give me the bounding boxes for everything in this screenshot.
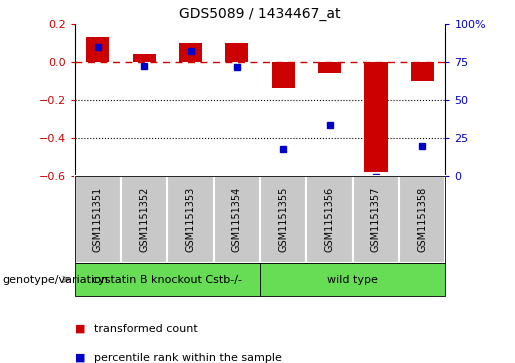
Text: GSM1151358: GSM1151358 [417,187,427,252]
Bar [260,176,306,263]
Bar [306,176,353,263]
Bar [410,62,434,81]
Bar [214,176,260,263]
Title: GDS5089 / 1434467_at: GDS5089 / 1434467_at [179,7,341,21]
Bar [272,62,295,88]
Bar [364,62,387,172]
Bar [179,42,202,62]
Text: GSM1151353: GSM1151353 [185,187,196,252]
Bar [75,263,260,296]
Bar [86,37,109,62]
Text: transformed count: transformed count [94,323,198,334]
Text: genotype/variation: genotype/variation [3,274,109,285]
Bar [75,176,121,263]
Bar [353,176,399,263]
Text: GSM1151354: GSM1151354 [232,187,242,252]
Text: percentile rank within the sample: percentile rank within the sample [94,352,282,363]
Bar [318,62,341,73]
Text: GSM1151357: GSM1151357 [371,187,381,252]
Text: wild type: wild type [328,274,378,285]
Text: GSM1151352: GSM1151352 [139,187,149,252]
Bar [133,54,156,62]
Bar [260,263,445,296]
Bar [399,176,445,263]
Text: GSM1151356: GSM1151356 [324,187,335,252]
Text: cystatin B knockout Cstb-/-: cystatin B knockout Cstb-/- [92,274,243,285]
Text: ■: ■ [75,352,85,363]
Text: GSM1151351: GSM1151351 [93,187,103,252]
Bar [226,42,248,62]
Text: ■: ■ [75,323,85,334]
Bar [167,176,214,263]
Bar [121,176,167,263]
Text: GSM1151355: GSM1151355 [278,187,288,252]
